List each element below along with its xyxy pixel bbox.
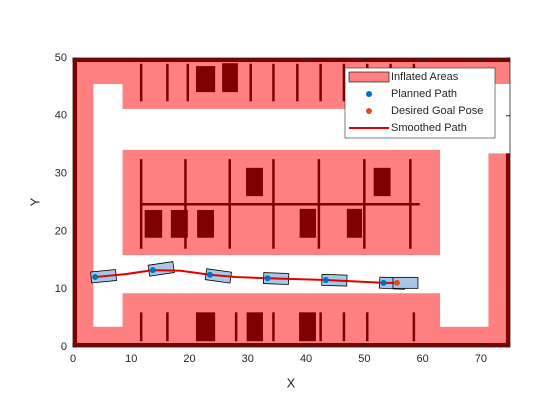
path-point xyxy=(92,274,99,281)
obstacle xyxy=(197,210,215,238)
plot-area xyxy=(73,58,510,347)
inflated-area xyxy=(488,153,510,347)
obstacle xyxy=(73,58,78,347)
y-axis-label: Y xyxy=(27,197,42,206)
obstacle xyxy=(246,312,263,342)
legend-marker xyxy=(366,108,372,114)
x-axis-label: X xyxy=(287,375,296,390)
obstacle xyxy=(73,342,510,347)
legend-label: Planned Path xyxy=(391,88,457,100)
obstacle xyxy=(505,153,510,347)
y-tick-label: 40 xyxy=(55,110,67,122)
x-tick-label: 20 xyxy=(183,353,195,365)
obstacle xyxy=(195,312,216,342)
obstacle xyxy=(73,58,510,63)
x-tick-label: 70 xyxy=(475,353,487,365)
legend-label: Smoothed Path xyxy=(391,122,467,134)
y-tick-label: 10 xyxy=(55,283,67,295)
path-point xyxy=(380,279,387,286)
x-tick-label: 0 xyxy=(70,353,76,365)
smoothed-path xyxy=(95,269,397,284)
legend-swatch xyxy=(348,71,390,83)
y-tick-label: 30 xyxy=(55,168,67,180)
path-point xyxy=(264,275,271,282)
path-point xyxy=(206,271,213,278)
legend-label: Inflated Areas xyxy=(391,71,459,83)
x-tick-label: 30 xyxy=(242,353,254,365)
x-tick-label: 60 xyxy=(416,353,428,365)
x-tick-label: 10 xyxy=(125,353,137,365)
inflated-area xyxy=(73,58,94,347)
legend-label: Desired Goal Pose xyxy=(391,105,483,117)
axes-box xyxy=(72,57,511,348)
obstacle xyxy=(195,66,216,93)
obstacle xyxy=(144,210,163,238)
x-tick-label: 50 xyxy=(358,353,370,365)
path-point xyxy=(149,267,156,274)
inflated-area xyxy=(122,293,441,347)
obstacle xyxy=(246,167,263,197)
legend-marker xyxy=(366,91,372,97)
inflated-area xyxy=(122,149,441,256)
y-tick-label: 50 xyxy=(55,52,67,64)
path-point xyxy=(393,279,400,286)
obstacle xyxy=(299,208,316,238)
obstacle xyxy=(170,210,188,238)
x-tick-label: 40 xyxy=(300,353,312,365)
obstacle xyxy=(346,208,363,238)
obstacle xyxy=(299,312,316,342)
obstacle xyxy=(222,63,238,93)
y-tick-label: 0 xyxy=(61,341,67,353)
obstacle xyxy=(373,167,391,197)
y-tick-label: 20 xyxy=(55,225,67,237)
path-point xyxy=(322,276,329,283)
